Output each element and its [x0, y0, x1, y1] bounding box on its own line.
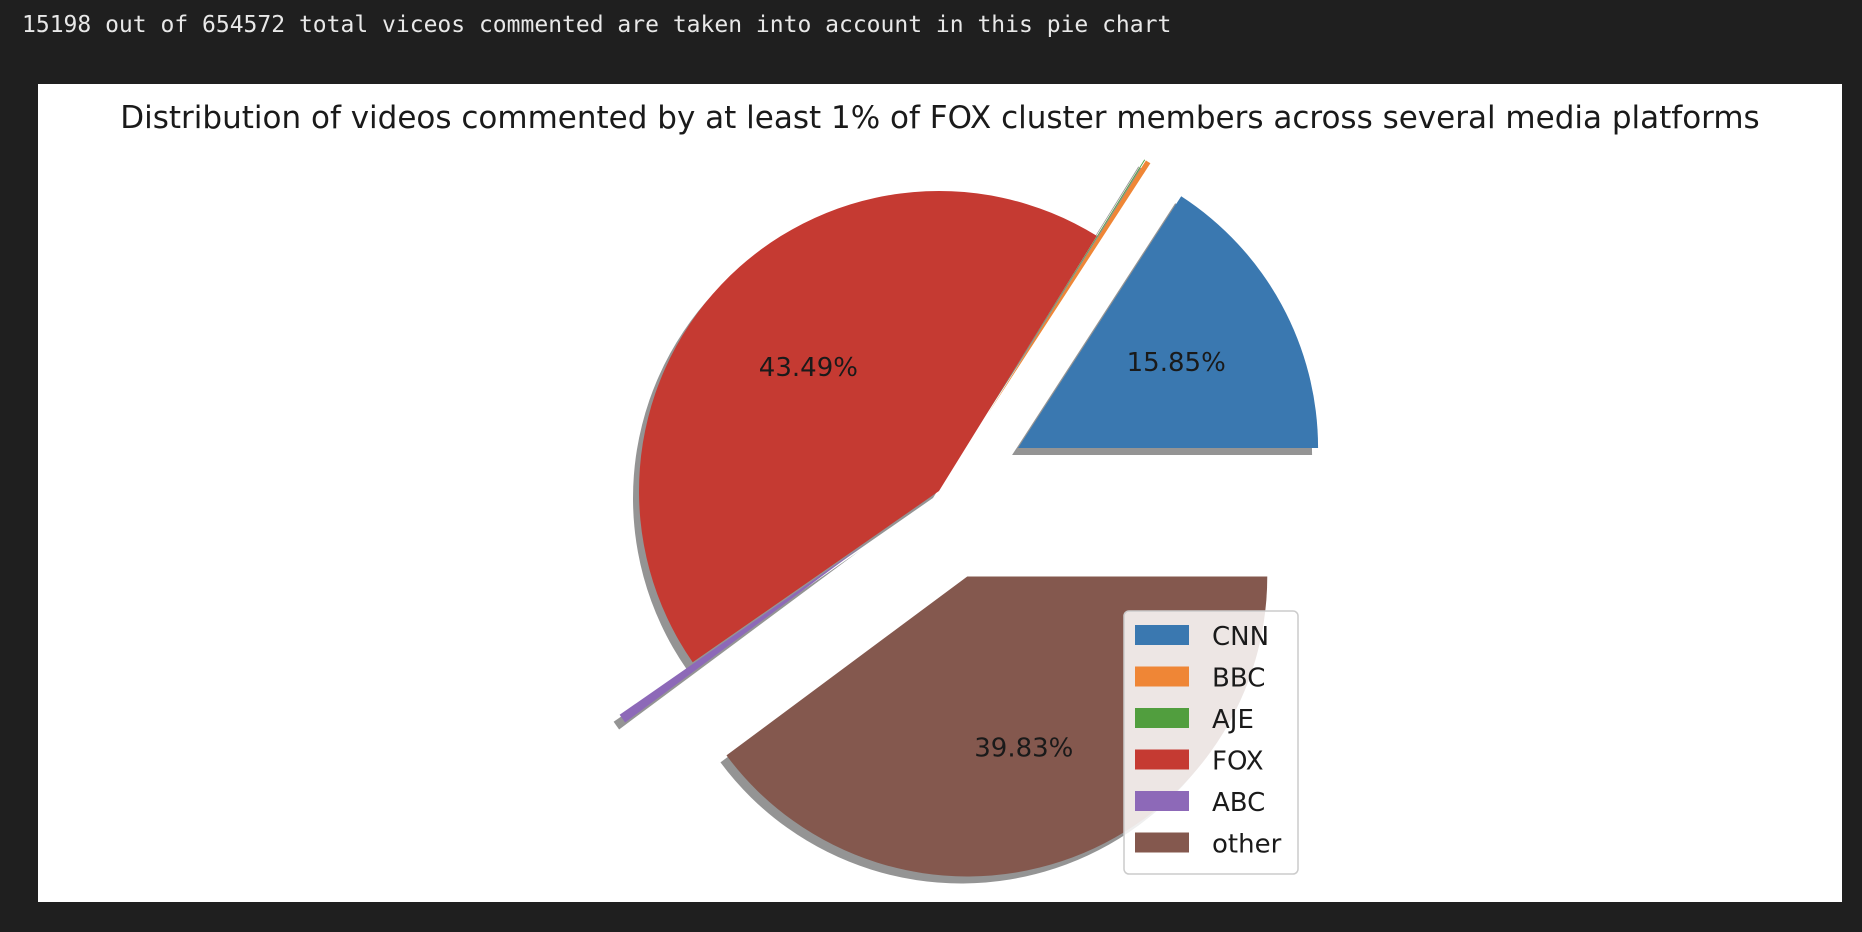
- pie-slice-bbc: [987, 160, 1151, 416]
- pie-chart-figure: Distribution of videos commented by at l…: [38, 84, 1842, 902]
- pie-slice-cnn: [1018, 196, 1319, 449]
- cell-output-text: 15198 out of 654572 total viceos comment…: [22, 12, 1172, 38]
- chart-title: Distribution of videos commented by at l…: [120, 100, 1759, 136]
- legend: CNN BBC AJE FOX ABC other: [1123, 610, 1299, 875]
- pie-chart-svg: Distribution of videos commented by at l…: [120, 100, 1760, 884]
- legend-label-fox: FOX: [1212, 747, 1264, 777]
- pct-label-fox: 43.49%: [759, 353, 858, 383]
- legend-swatch-aje: [1135, 708, 1189, 728]
- pie-slice-aje: [986, 159, 1146, 415]
- legend-label-abc: ABC: [1212, 788, 1265, 818]
- legend-swatch-cnn: [1135, 625, 1189, 645]
- legend-label-aje: AJE: [1212, 705, 1254, 735]
- legend-swatch-abc: [1135, 791, 1189, 811]
- pct-label-other: 39.83%: [974, 733, 1073, 763]
- legend-label-bbc: BBC: [1212, 664, 1265, 694]
- pie-slice-fox: [638, 190, 1097, 663]
- legend-label-cnn: CNN: [1212, 622, 1269, 652]
- pie-slice-abc: [619, 543, 866, 723]
- legend-swatch-fox: [1135, 749, 1189, 770]
- legend-label-other: other: [1212, 830, 1282, 860]
- legend-swatch-other: [1135, 832, 1189, 853]
- legend-swatch-bbc: [1135, 666, 1189, 687]
- pct-label-cnn: 15.85%: [1127, 348, 1226, 378]
- percent-labels: 15.85% 43.49% 39.83%: [759, 348, 1226, 763]
